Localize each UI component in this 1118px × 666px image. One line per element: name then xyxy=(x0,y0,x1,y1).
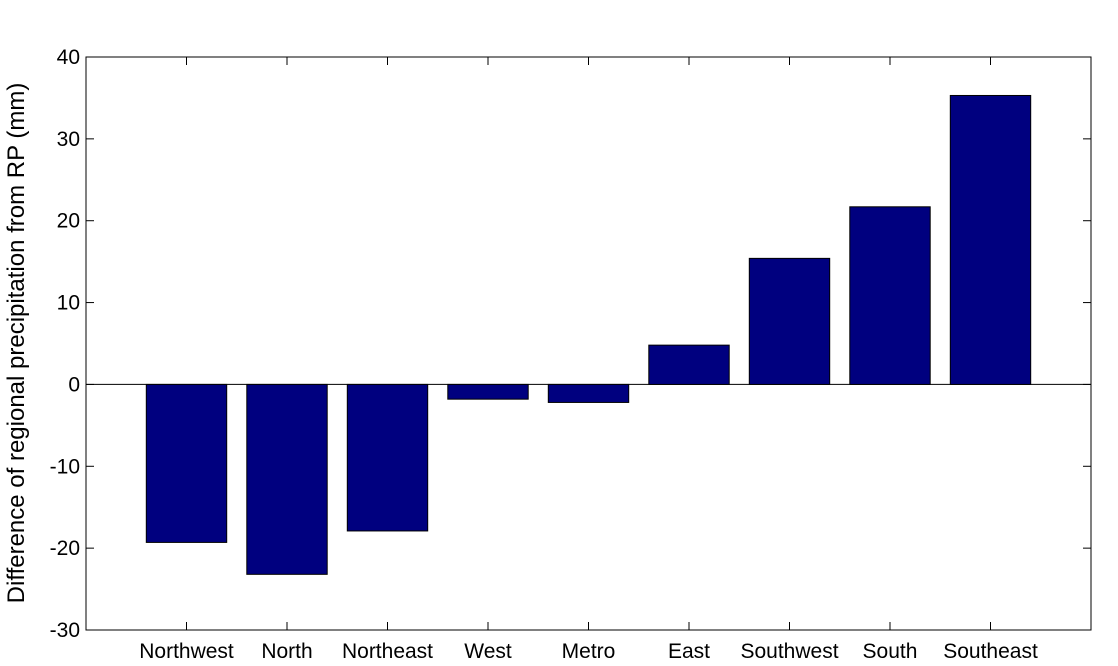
x-tick-label: Southeast xyxy=(943,640,1038,663)
y-tick-label: 30 xyxy=(57,128,80,151)
x-tick-labels: Northwest North Northeast West Metro East Sout… xyxy=(139,640,1038,663)
y-tick-label: 40 xyxy=(57,46,80,69)
bar-southeast xyxy=(949,94,1032,385)
bar-northwest xyxy=(145,383,228,543)
y-tick-label: 20 xyxy=(57,210,80,233)
bar-north xyxy=(246,383,328,575)
x-tick-label: West xyxy=(464,640,512,663)
bar-west xyxy=(447,383,529,400)
x-tick-label: Metro xyxy=(562,640,616,663)
x-tick-label: Northeast xyxy=(342,640,433,663)
y-tick-labels: -30 -20 -10 0 10 20 30 40 xyxy=(50,46,80,642)
y-tick-label: 0 xyxy=(68,373,80,396)
plot-frame xyxy=(85,56,1092,631)
x-tick-label: South xyxy=(863,640,918,663)
x-tick-label: Southwest xyxy=(740,640,838,663)
x-tick-label: Northwest xyxy=(139,640,234,663)
axis-ticks xyxy=(86,56,1091,631)
y-tick-label: -20 xyxy=(50,537,80,560)
bar-south xyxy=(849,206,931,385)
x-tick-label: East xyxy=(668,640,710,663)
bars xyxy=(145,94,1032,575)
y-tick-label: -30 xyxy=(50,619,80,642)
y-axis-label: Difference of regional precipitation fro… xyxy=(3,83,30,604)
y-tick-label: 10 xyxy=(57,292,80,315)
bar-northeast xyxy=(346,383,429,532)
bar-metro xyxy=(547,383,630,403)
bar-east xyxy=(648,344,730,385)
x-tick-label: North xyxy=(261,640,312,663)
y-tick-label: -10 xyxy=(50,455,80,478)
bar-southwest xyxy=(748,257,831,385)
